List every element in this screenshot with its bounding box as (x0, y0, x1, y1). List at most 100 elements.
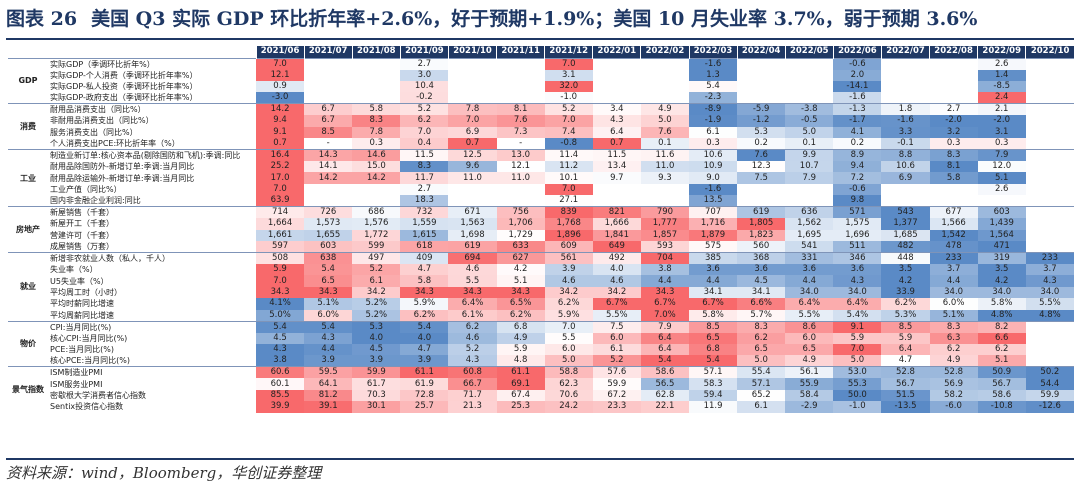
table-cell: 5.1 (977, 355, 1026, 367)
table-cell: 0.7 (592, 138, 641, 150)
table-cell: 2.7 (400, 183, 449, 196)
table-cell: 4.5 (737, 275, 786, 287)
column-header: 2021/10 (447, 46, 497, 58)
table-cell: 11.0 (640, 161, 689, 173)
table-cell: 11.2 (544, 161, 593, 173)
column-header: 2022/01 (592, 46, 641, 58)
table-cell: 7.0 (256, 183, 305, 196)
column-header: 2021/09 (399, 46, 449, 58)
table-cell: 4.9 (785, 355, 834, 367)
row-label: 核心PCE:当月同比(%) (50, 356, 131, 366)
table-cell: 597 (256, 241, 305, 253)
table-cell: -5.9 (737, 103, 786, 116)
column-header: 2022/06 (832, 46, 882, 58)
table-cell: 5.4 (400, 320, 449, 333)
row-label: ISM服务业PMI (50, 379, 103, 389)
table-cell: 6.0 (785, 332, 834, 344)
table-cell: 4.8 (496, 355, 545, 367)
table-cell (448, 70, 496, 81)
bottom-rule (6, 458, 1074, 460)
table-cell: 59.4 (689, 389, 738, 402)
table-cell (785, 92, 833, 104)
table-cell: 3.5 (881, 264, 930, 276)
table-cell: 59.5 (304, 366, 353, 379)
table-cell (448, 81, 496, 92)
table-cell (1026, 355, 1074, 367)
table-cell: 1,696 (833, 229, 882, 242)
table-cell: 7.8 (352, 126, 401, 139)
table-cell: 3.7 (1025, 264, 1074, 276)
table-row: 房地产 新屋销售（千套） 714 726 686 732 671 756 839 821 790 70… (8, 206, 1074, 253)
table-cell (593, 70, 641, 81)
table-cell: 8.6 (785, 320, 834, 333)
column-header: 2021/06 (255, 46, 305, 58)
table-cell: 5.3 (352, 320, 401, 333)
table-cell: 5.8 (352, 103, 401, 116)
table-cell (448, 184, 496, 195)
table-cell: 4.4 (785, 275, 834, 287)
table-cell: 7.3 (496, 126, 545, 139)
table-cell (737, 70, 785, 81)
table-cell: 32.0 (544, 80, 593, 93)
table-cell: -1.0 (544, 92, 593, 104)
table-cell (929, 57, 978, 70)
table-cell: 619 (448, 241, 497, 253)
table-cell: 4.3 (256, 343, 305, 356)
table-cell: 6.2% (496, 309, 545, 322)
source-note: 资料来源：wind，Bloomberg，华创证券整理 (6, 464, 322, 482)
table-cell: 346 (833, 252, 882, 265)
table-cell: 69.1 (496, 378, 545, 390)
table-cell (881, 184, 929, 195)
table-cell: 70.3 (352, 389, 401, 402)
table-cell: 2.7 (929, 103, 978, 116)
table-cell (448, 57, 497, 70)
table-cell (881, 195, 929, 207)
table-cell: 7.5 (592, 320, 641, 333)
table-cell: 3.9 (352, 355, 401, 367)
table-row: 服务消费支出（同比%） 9.1 8.5 7.8 7.0 6.9 7.3 7.4 6.4 7.6 6.… (8, 126, 1074, 139)
row-label: 非耐用品消费支出（同比%） (50, 116, 154, 126)
table-cell: 6.2 (448, 320, 497, 333)
table-cell: 39.1 (304, 401, 353, 413)
table-cell: 5.4 (689, 355, 738, 367)
table-cell: 7.5 (737, 172, 786, 184)
table-cell: 714 (256, 206, 305, 219)
table-cell: 2.7 (400, 57, 449, 70)
table-cell (304, 70, 352, 81)
table-cell: 3.6 (689, 264, 738, 276)
table-cell: 497 (352, 252, 401, 265)
table-cell: 732 (400, 206, 449, 219)
table-row: 个人消费支出PCE:环比折年率（%） 0.7-0.3 0.4 0.7- -0.8 0.7 0… (8, 138, 1074, 150)
table-row: 密歇根大学消费者信心指数 85.5 81.2 70.3 72.8 71.7 67.4 70.6… (8, 389, 1074, 402)
table-cell: 60.6 (256, 366, 305, 379)
table-cell: 9.3 (640, 172, 689, 184)
table-cell (497, 70, 545, 81)
column-header: 2021/08 (351, 46, 401, 58)
table-cell: -1.2 (737, 115, 786, 127)
table-cell: 56.7 (881, 378, 930, 390)
figure-number: 图表 26 (6, 8, 78, 30)
row-label: 工业产值（同比%） (50, 185, 122, 195)
table-cell: 7.0 (833, 343, 882, 356)
table-cell (304, 57, 353, 70)
table-cell: 1,666 (592, 218, 641, 230)
table-cell: 58.8 (544, 366, 593, 379)
table-cell: 5.7% (737, 309, 786, 322)
table-cell: 3.8 (640, 264, 689, 276)
table-cell: 34.0 (977, 286, 1026, 299)
table-cell: 5.3 (737, 126, 786, 139)
table-cell: 60.1 (256, 378, 305, 390)
table-cell: 5.2 (352, 264, 401, 276)
table-row: 营建许可（千套） 1,661 1,655 1,772 1,615 1,698 1,729 1,… (8, 229, 1074, 242)
table-cell: 6.7% (640, 298, 689, 310)
table-cell: 7.0 (256, 57, 305, 70)
table-cell: 10.7 (785, 161, 834, 173)
table-cell (785, 70, 833, 81)
table-cell: 15.0 (352, 161, 401, 173)
table-cell: 609 (544, 241, 593, 253)
table-cell: -13.5 (881, 401, 930, 413)
table-cell: 34.2 (592, 286, 641, 299)
table-cell: 1,575 (833, 218, 882, 230)
table-cell: 3.1 (977, 126, 1026, 139)
table-cell: 63.9 (256, 195, 305, 207)
